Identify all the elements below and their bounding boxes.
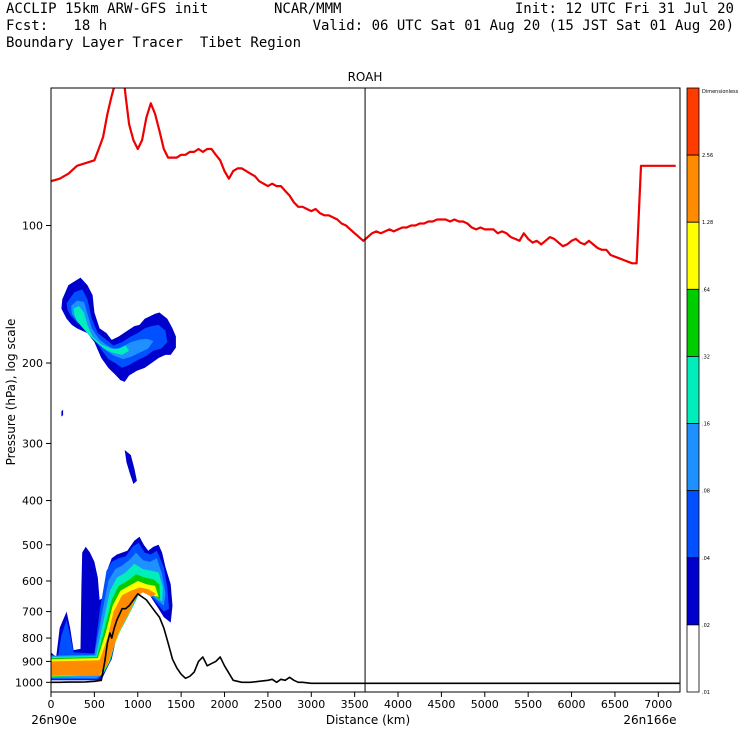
tracer-region-3 [73,306,130,355]
x-tick-label-1000: 1000 [124,698,152,711]
colorbar-label-1: 2.56 [702,153,713,159]
terrain-line [51,592,680,685]
tracer-region-2 [71,300,154,359]
tracer-region-5 [124,450,137,484]
y-axis-label: Pressure (hPa), log scale [4,319,18,466]
colorbar-label-2: 1.28 [702,220,713,226]
colorbar-segment-5 [686,423,700,492]
x-tick-label-5500: 5500 [514,698,542,711]
colorbar-segment-2 [686,221,700,290]
colorbar-label-5: .16 [702,422,710,428]
tracer-region-12 [51,587,156,676]
x-tick-label-1500: 1500 [167,698,195,711]
header-organization: NCAR/MMM [274,1,342,17]
colorbar-label-8: .02 [702,623,710,629]
colorbar-segment-0 [686,87,700,156]
y-tick-label-900: 900 [22,655,43,668]
colorbar-label-3: .64 [702,287,710,293]
x-tick-label-2500: 2500 [254,698,282,711]
y-tick-label-1000: 1000 [15,676,43,689]
header-model-title: ACCLIP 15km ARW-GFS init [6,1,209,17]
x-tick-label-2000: 2000 [211,698,239,711]
colorbar-segment-8 [686,624,700,693]
y-tick-label-500: 500 [22,539,43,552]
colorbar-label-4: .32 [702,354,710,360]
x-tick-label-3000: 3000 [297,698,325,711]
y-axis: 100 200 300 400 500 600 700 800 900 1000 [15,220,51,689]
x-tick-label-0: 0 [48,698,55,711]
header-forecast-hour: Fcst: 18 h [6,18,108,34]
x-tick-label-6500: 6500 [601,698,629,711]
colorbar-segment-4 [686,356,700,424]
colorbar-segment-6 [686,490,700,559]
colorbar-label-7: .04 [702,556,710,562]
colorbar-segment-3 [686,288,700,357]
x-tick-label-7000: 7000 [644,698,672,711]
tracer-region-0 [61,277,176,382]
x-tick-label-500: 500 [84,698,105,711]
colorbar-segment-7 [686,557,700,626]
x-tick-label-3500: 3500 [341,698,369,711]
colorbar-label-6: .08 [702,489,710,495]
colorbar-label-0: Dimensionless [702,89,739,95]
y-tick-label-100: 100 [22,220,43,233]
x-axis-label: Distance (km) [326,713,410,727]
header-init-time: Init: 12 UTC Fri 31 Jul 20 [514,1,734,17]
series-lines [51,88,680,692]
tracer-region-4 [61,409,64,417]
x-start-label: 26n90e [31,713,77,727]
y-tick-label-200: 200 [22,357,43,370]
colorbar: Dimensionless 2.56 1.28 .64 .32 .16 .08 .04 .02.… [686,87,739,696]
y-tick-label-300: 300 [22,437,43,450]
x-end-label: 26n166e [623,713,676,727]
header-valid-time: Valid: 06 UTC Sat 01 Aug 20 (15 JST Sat … [312,18,734,34]
x-tick-label-4500: 4500 [427,698,455,711]
x-axis: 0 500 1000 1500 2000 2500 3000 3500 4000 4500 5000… [48,692,672,711]
plot-frame [50,87,681,693]
x-tick-label-6000: 6000 [558,698,586,711]
x-tick-label-4000: 4000 [384,698,412,711]
y-tick-label-400: 400 [22,495,43,508]
y-tick-label-600: 600 [22,575,43,588]
colorbar-label-9: .01 [702,690,710,696]
x-tick-label-5000: 5000 [471,698,499,711]
tropopause-line [51,88,676,265]
tracer-regions [51,277,176,681]
y-tick-label-800: 800 [22,632,43,645]
colorbar-segment-1 [686,154,700,223]
header-product-name: Boundary Layer Tracer Tibet Region [6,35,302,51]
chart-title: ROAH [348,70,383,84]
y-tick-label-700: 700 [22,606,43,619]
